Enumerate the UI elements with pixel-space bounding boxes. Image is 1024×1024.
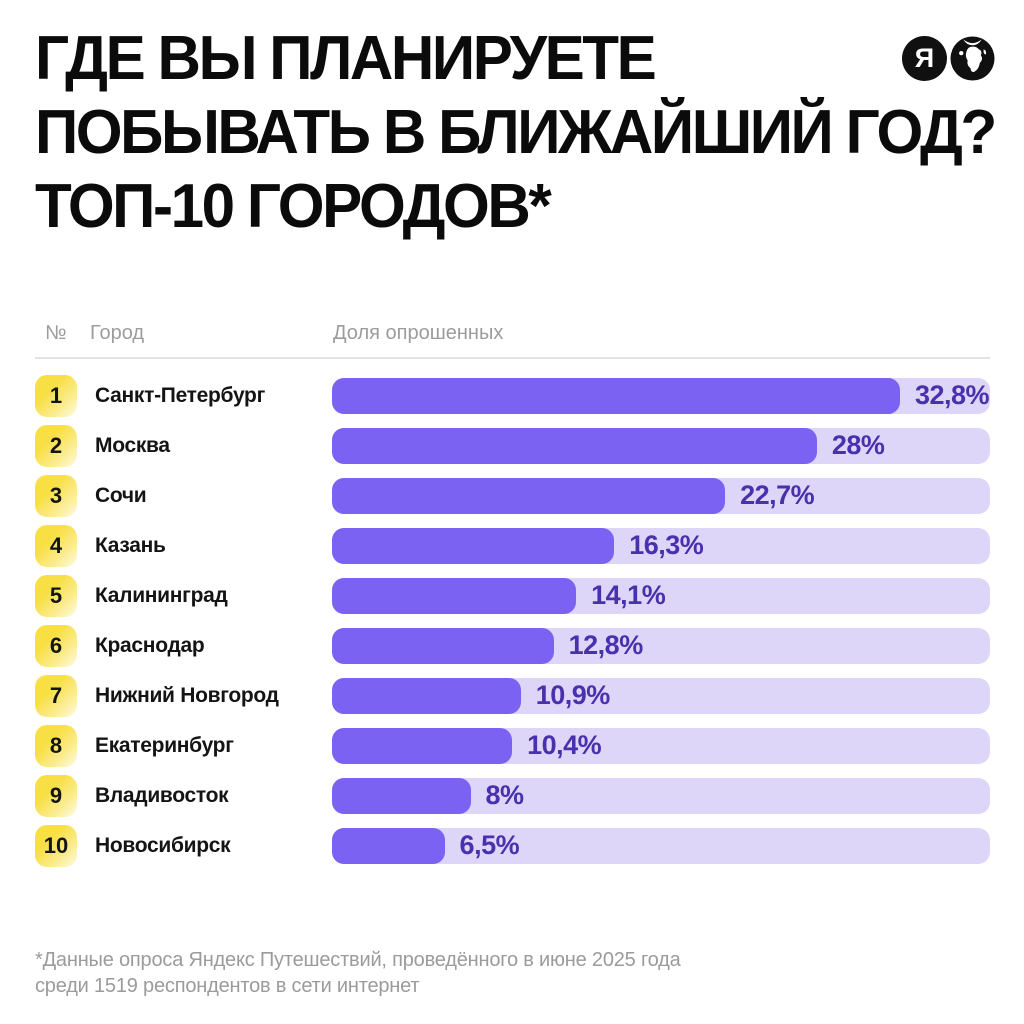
bar-track: 6,5% [332,828,990,864]
yandex-logo: Я [902,36,995,81]
footnote-line-2: среди 1519 респондентов в сети интернет [35,975,420,997]
table-row: 6 Краснодар 12,8% [35,624,990,668]
rank-badge: 5 [35,575,77,617]
city-label: Краснодар [95,634,205,657]
bar-chart: 1 Санкт-Петербург 32,8% 2 Москва 28% 3 С… [35,374,990,874]
value-label: 22,7% [740,479,815,510]
value-label: 32,8% [914,379,990,410]
bar-fill [332,728,513,764]
city-label: Москва [95,434,170,457]
table-row: 7 Нижний Новгород 10,9% [35,674,990,718]
bar-fill [332,478,726,514]
table-row: 4 Казань 16,3% [35,524,990,568]
table-row: 8 Екатеринбург 10,4% [35,724,990,768]
city-label: Сочи [95,484,147,507]
table-row: 9 Владивосток 8% [35,774,990,818]
yandex-ya-icon: Я [902,36,947,81]
bar-fill [332,428,817,464]
city-label: Владивосток [95,784,229,807]
column-header-city: Город [90,322,145,344]
rank-badge: 1 [35,375,77,417]
value-label: 14,1% [591,579,666,610]
bar-track: 28% [332,428,990,464]
rank-badge: 7 [35,675,77,717]
bar-fill [332,578,577,614]
value-label: 10,4% [527,729,602,760]
table-row: 1 Санкт-Петербург 32,8% [35,374,990,418]
table-header: № Город Доля опрошенных [0,322,1024,348]
bar-track: 22,7% [332,478,990,514]
page-title-line-2: ПОБЫВАТЬ В БЛИЖАЙШИЙ ГОД? [35,98,997,167]
bar-track: 12,8% [332,628,990,664]
page-title: ГДЕ ВЫ ПЛАНИРУЕТЕ ПОБЫВАТЬ В БЛИЖАЙШИЙ Г… [35,22,997,244]
bar-track: 10,4% [332,728,990,764]
column-header-share: Доля опрошенных [333,322,504,344]
bar-fill [332,678,521,714]
city-label: Казань [95,534,166,557]
city-label: Санкт-Петербург [95,384,266,407]
header-divider [35,357,990,359]
footnote-line-1: *Данные опроса Яндекс Путешествий, прове… [35,949,681,971]
value-label: 16,3% [629,529,704,560]
city-label: Нижний Новгород [95,684,279,707]
table-row: 10 Новосибирск 6,5% [35,824,990,868]
rank-badge: 8 [35,725,77,767]
city-label: Екатеринбург [95,734,234,757]
rank-badge: 3 [35,475,77,517]
bar-track: 8% [332,778,990,814]
page-title-line-3: ТОП-10 ГОРОДОВ* [35,172,552,241]
rank-badge: 4 [35,525,77,567]
value-label: 6,5% [459,829,520,860]
bar-fill [332,628,554,664]
value-label: 12,8% [568,629,644,660]
rank-badge: 6 [35,625,77,667]
globe-icon [950,36,995,81]
bar-fill [332,378,900,414]
bar-track: 14,1% [332,578,990,614]
value-label: 28% [831,429,885,460]
city-label: Новосибирск [95,834,231,857]
city-label: Калининград [95,584,228,607]
bar-track: 10,9% [332,678,990,714]
bar-fill [332,828,445,864]
value-label: 8% [485,779,525,810]
bar-fill [332,528,615,564]
page-title-line-1: ГДЕ ВЫ ПЛАНИРУЕТЕ [35,24,657,93]
rank-badge: 9 [35,775,77,817]
footnote: *Данные опроса Яндекс Путешествий, прове… [35,947,681,999]
bar-fill [332,778,471,814]
bar-track: 32,8% [332,378,990,414]
column-header-rank: № [45,322,67,344]
value-label: 10,9% [535,679,611,710]
table-row: 5 Калининград 14,1% [35,574,990,618]
rank-badge: 2 [35,425,77,467]
rank-badge: 10 [35,825,77,867]
bar-track: 16,3% [332,528,990,564]
table-row: 2 Москва 28% [35,424,990,468]
table-row: 3 Сочи 22,7% [35,474,990,518]
